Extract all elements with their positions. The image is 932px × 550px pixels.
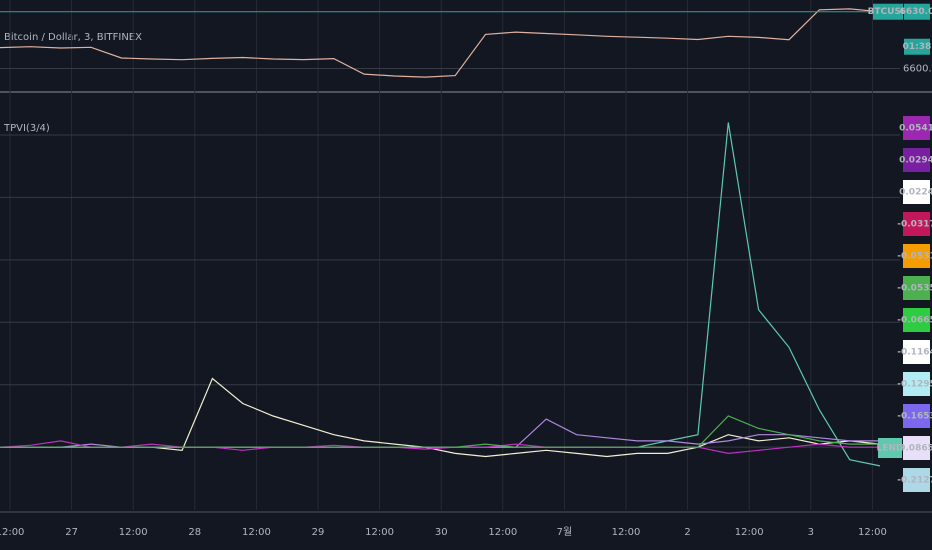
symbol-label: BTCUSD [868,7,909,17]
value-badge-label: 0.0294 [899,156,932,166]
price-label: 6630.0 [900,7,932,17]
value-badge-label: 0.0865 [899,444,932,454]
symbol-badge [873,3,903,20]
value-badge [903,244,930,268]
series-line [0,415,880,448]
value-badge-label: 0.0541 [899,124,932,134]
value-badge-label: -0.0317 [897,220,932,230]
x-tick-label: 12:00 [612,527,641,538]
value-badge [903,116,930,140]
value-badge [903,468,930,492]
value-badge-label: -0.0665 [897,316,932,326]
value-badge [903,276,930,300]
value-badge [903,404,930,428]
x-tick-label: 12:00 [735,527,764,538]
x-tick-label: 28 [188,527,201,538]
value-badge [903,180,930,204]
y-tick-label: 6600.0 [903,63,932,74]
value-badge-label: 0.0224 [899,188,932,198]
x-tick-label: 12:00 [858,527,887,538]
x-tick-label: 12:00 [119,527,148,538]
value-badge [903,212,930,236]
x-tick-label: 12:00 [242,527,271,538]
value-badge-label: -0.0531 [897,252,932,262]
countdown-badge [904,38,930,55]
x-tick-label: 30 [435,527,448,538]
series-line [0,8,881,78]
x-tick-label: 12:00 [365,527,394,538]
x-tick-label: 12:00 [0,527,24,538]
value-badge-label: -0.1653 [897,412,932,422]
countdown-label: 01:38 [903,42,932,52]
x-tick-label: 29 [312,527,325,538]
top-title: Bitcoin / Dollar, 3, BITFINEX [4,32,142,43]
x-tick-label: 3 [808,527,814,538]
value-badge-label: -0.0535 [897,284,932,294]
bottom-title: TPVI(3/4) [3,123,50,134]
lend-badge [878,438,902,458]
series-line [0,440,880,455]
value-badge [903,340,930,364]
x-tick-label: 2 [684,527,690,538]
price-badge [904,3,930,20]
value-badge [903,436,930,460]
x-tick-label: 27 [65,527,78,538]
value-badge [903,372,930,396]
x-tick-label: 7월 [557,526,573,538]
value-badge [903,308,930,332]
value-badge-label: -0.1164 [897,348,932,358]
value-badge [903,148,930,172]
lend-label: LEND [877,444,904,454]
value-badge-label: -0.1295 [897,380,932,390]
value-badge-label: -0.2127 [897,476,932,486]
x-tick-label: 12:00 [488,527,517,538]
